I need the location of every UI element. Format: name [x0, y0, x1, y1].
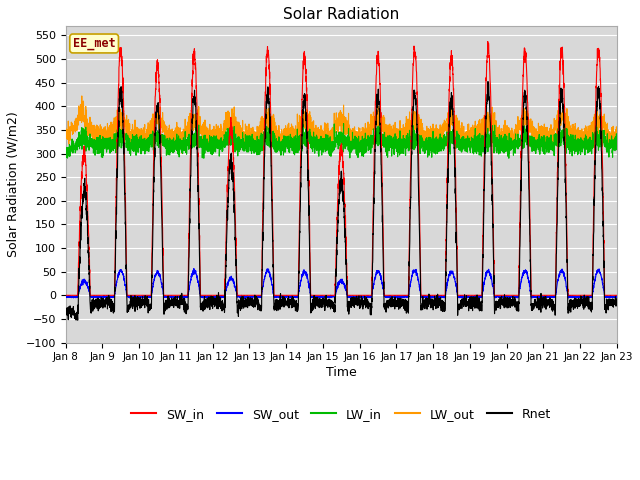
Text: EE_met: EE_met — [73, 37, 115, 50]
Title: Solar Radiation: Solar Radiation — [283, 7, 399, 22]
Legend: SW_in, SW_out, LW_in, LW_out, Rnet: SW_in, SW_out, LW_in, LW_out, Rnet — [126, 403, 556, 426]
X-axis label: Time: Time — [326, 366, 356, 380]
Y-axis label: Solar Radiation (W/m2): Solar Radiation (W/m2) — [7, 111, 20, 257]
